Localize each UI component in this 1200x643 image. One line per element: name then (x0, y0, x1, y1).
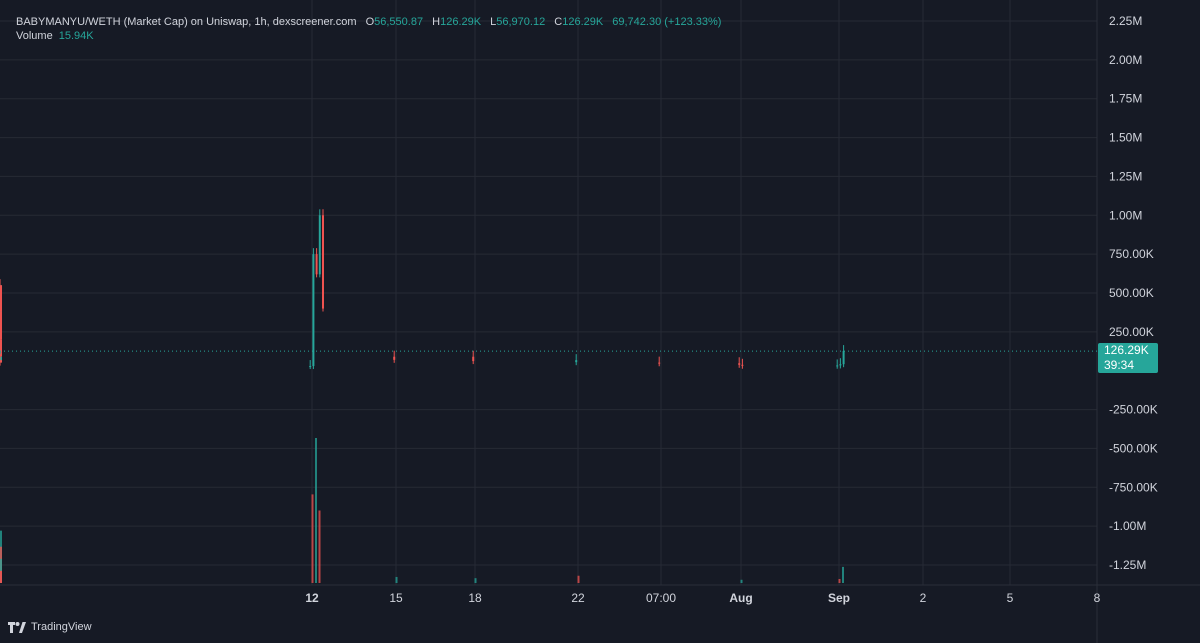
x-tick-label: 07:00 (646, 591, 676, 605)
volume-bar (740, 579, 743, 583)
y-tick-label: -1.25M (1109, 558, 1146, 572)
volume-bar (838, 578, 841, 583)
x-tick-label: 2 (920, 591, 927, 605)
y-tick-label: 250.00K (1109, 325, 1154, 339)
volume-value: 15.94K (58, 30, 94, 42)
volume-label: Volume (16, 30, 53, 42)
volume-bar (842, 566, 844, 583)
open-key: O (365, 16, 375, 28)
y-tick-label: -750.00K (1109, 480, 1158, 494)
candle-body (836, 365, 839, 367)
last-price-value: 126.29K (1104, 343, 1149, 357)
candle-body (0, 360, 2, 363)
y-tick-label: 2.25M (1109, 14, 1142, 28)
volume-bar (315, 438, 317, 583)
last-price-tag: 126.29K 39:34 (1098, 343, 1158, 373)
candle-body (0, 339, 2, 353)
chart-legend: BABYMANYU/WETH (Market Cap) on Uniswap, … (16, 14, 721, 30)
low-value: 56,970.12 (496, 16, 546, 28)
volume-bar (395, 576, 398, 583)
close-value: 126.29K (562, 16, 604, 28)
price-candles (0, 209, 845, 370)
candle-body (0, 311, 2, 340)
high-key: H (432, 16, 441, 28)
bar-countdown: 39:34 (1104, 358, 1135, 372)
candle-body (0, 285, 2, 317)
y-tick-label: -250.00K (1109, 403, 1158, 417)
open-value: 56,550.87 (374, 16, 424, 28)
y-tick-label: 1.75M (1109, 92, 1142, 106)
y-tick-label: 1.50M (1109, 131, 1142, 145)
volume-legend: Volume 15.94K (16, 30, 94, 42)
time-axis: 12 15 18 22 07:00 Aug Sep 2 5 8 (305, 591, 1100, 605)
change-value: 69,742.30 (+123.33%) (612, 16, 722, 28)
candle-body (312, 254, 315, 367)
candle-body (322, 215, 324, 309)
candle-body (658, 362, 661, 364)
candle-body (472, 356, 475, 362)
candle-body (839, 364, 842, 366)
footer-brand[interactable]: TradingView (8, 621, 92, 633)
volume-bar (0, 570, 2, 583)
price-axis: 2.25M 2.00M 1.75M 1.50M 1.25M 1.00M 750.00K 500… (1109, 14, 1158, 572)
candle-body (575, 360, 578, 363)
candle-body (315, 254, 318, 275)
footer-brand-text: TradingView (31, 621, 92, 633)
x-tick-label: 22 (571, 591, 585, 605)
volume-bar (311, 494, 314, 583)
volume-bar (577, 575, 580, 583)
candle-body (741, 364, 744, 366)
y-tick-label: -500.00K (1109, 441, 1158, 455)
y-tick-label: 750.00K (1109, 247, 1154, 261)
x-tick-label: 8 (1094, 591, 1101, 605)
close-key: C (554, 16, 563, 28)
x-tick-label: 12 (305, 591, 319, 605)
candle-body (0, 352, 2, 357)
candle-body (309, 366, 312, 368)
candle-body (842, 351, 845, 365)
x-tick-label: Aug (729, 591, 752, 605)
volume-bar (318, 510, 321, 583)
volume-bars (0, 438, 844, 583)
high-value: 126.29K (440, 16, 482, 28)
x-tick-label: Sep (828, 591, 850, 605)
y-tick-label: 500.00K (1109, 286, 1154, 300)
chart-title: BABYMANYU/WETH (Market Cap) on Uniswap, … (16, 16, 357, 28)
candle-body (0, 356, 2, 361)
x-tick-label: 18 (468, 591, 482, 605)
candle-body (393, 356, 396, 360)
volume-bar (0, 558, 2, 583)
volume-bar (474, 578, 477, 583)
y-tick-label: 1.25M (1109, 169, 1142, 183)
candle-body (318, 215, 321, 275)
candle-body (738, 363, 741, 365)
x-tick-label: 5 (1007, 591, 1014, 605)
tradingview-logo-icon (8, 621, 26, 633)
y-tick-label: 1.00M (1109, 208, 1142, 222)
low-key: L (490, 16, 497, 28)
x-tick-label: 15 (389, 591, 403, 605)
y-tick-label: 2.00M (1109, 53, 1142, 67)
y-tick-label: -1.00M (1109, 519, 1146, 533)
